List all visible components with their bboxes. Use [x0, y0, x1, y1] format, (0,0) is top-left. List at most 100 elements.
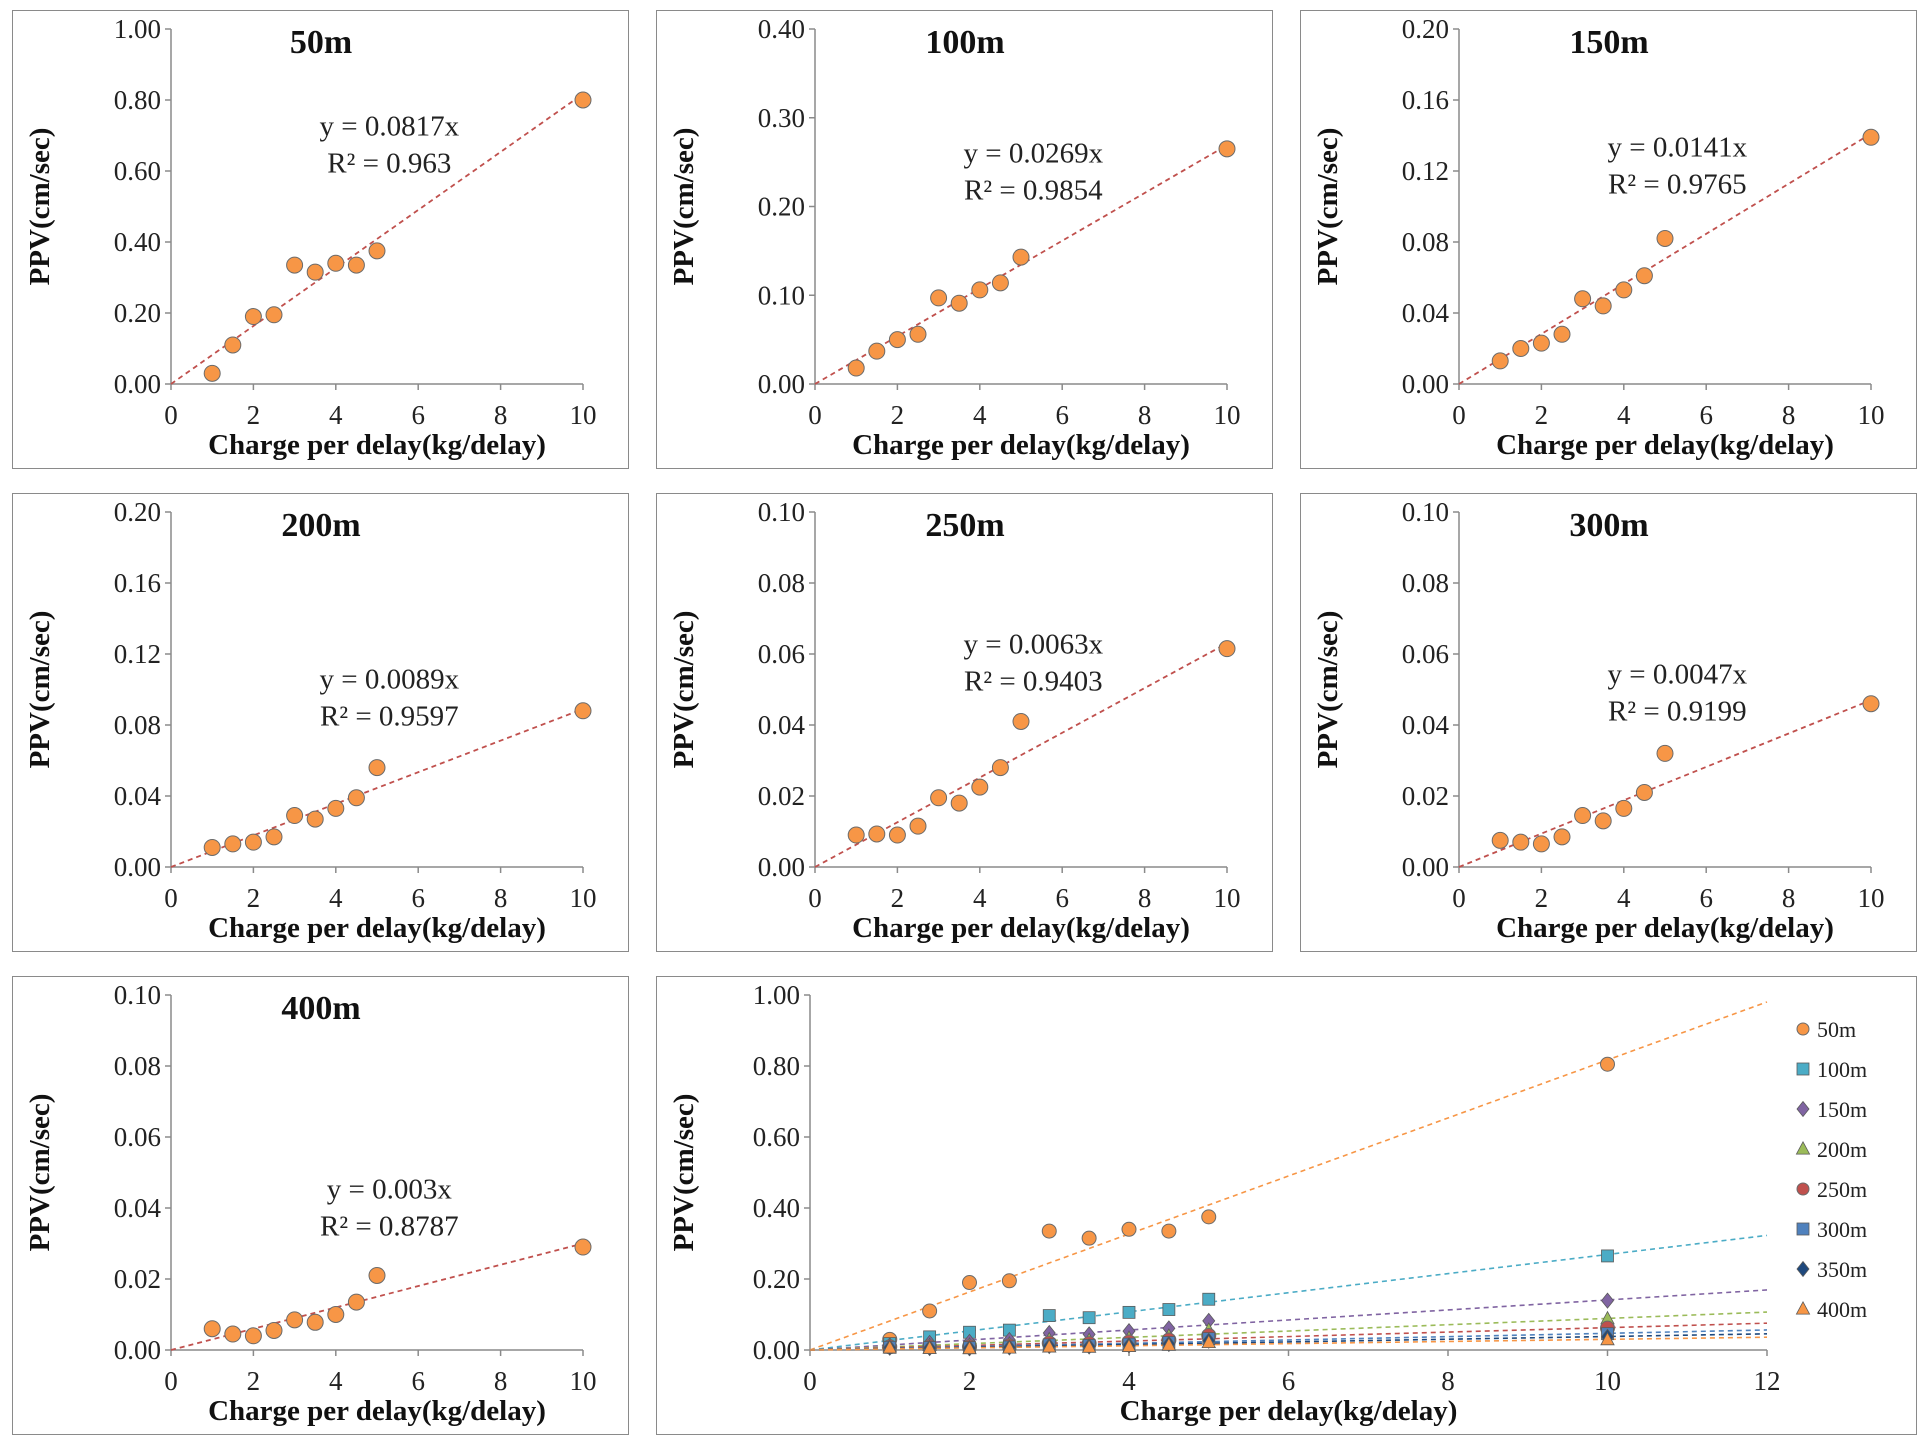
data-point: [265, 1321, 283, 1339]
y-tick-label: 0.04: [758, 710, 806, 740]
y-axis-title: PPV(cm/sec): [668, 1094, 700, 1252]
trend-r-squared: R² = 0.8787: [320, 1211, 459, 1243]
data-point: [1218, 140, 1236, 158]
data-point: [327, 1306, 345, 1323]
data-point: [1532, 835, 1550, 853]
x-axis-title: Charge per delay(kg/delay): [208, 1395, 546, 1427]
data-point-50m: [1600, 1056, 1615, 1072]
chart-panel-250m: 0.00 0.02 0.04 0.06 0.08 0.10 0 2 4 6 8 10 Charge pe…: [656, 493, 1273, 952]
data-point: [574, 702, 592, 720]
data-point: [347, 256, 365, 274]
data-point-400m: [1201, 1334, 1217, 1349]
trend-equation: y = 0.003x: [327, 1174, 453, 1206]
x-tick-label: 2: [1535, 400, 1549, 430]
data-point: [1512, 833, 1530, 851]
y-tick-label: 0.06: [758, 639, 805, 669]
chart-title: 50m: [290, 24, 352, 61]
x-tick-label: 8: [494, 400, 508, 430]
y-tick-label: 0.08: [114, 1051, 161, 1081]
data-point: [368, 242, 386, 260]
chart-combined: 0.00 0.20 0.40 0.60 0.80 1.00 0 2 4 6 8 10 12 Charge …: [668, 980, 1867, 1427]
trend-r-squared: R² = 0.9765: [1608, 168, 1747, 200]
data-point: [909, 817, 927, 835]
trend-equation: y = 0.0047x: [1608, 659, 1748, 691]
y-axis-title: PPV(cm/sec): [668, 128, 700, 286]
y-tick-label: 0.00: [758, 852, 805, 882]
chart-100m: 0.00 0.10 0.20 0.30 0.40 0 2 4 6 8 10 Charge per de…: [668, 14, 1241, 461]
y-axis-title: PPV(cm/sec): [668, 611, 700, 769]
y-tick-label: 0.00: [758, 369, 805, 399]
x-tick-label: 10: [1214, 883, 1241, 913]
data-point: [224, 1325, 242, 1343]
x-tick-label: 2: [247, 400, 261, 430]
y-tick-label: 0.04: [1402, 710, 1450, 740]
x-axis-title: Charge per delay(kg/delay): [1496, 429, 1834, 461]
data-point: [991, 274, 1009, 292]
data-point: [1656, 744, 1674, 762]
data-point: [1012, 712, 1030, 730]
data-point: [265, 828, 283, 846]
chart-title: 250m: [925, 507, 1004, 544]
y-tick-label: 0.16: [1402, 85, 1449, 115]
x-axis-title: Charge per delay(kg/delay): [208, 912, 546, 944]
y-tick-label: 0.80: [753, 1051, 800, 1081]
chart-panel-150m: 0.00 0.04 0.08 0.12 0.16 0.20 0 2 4 6 8 10 Charge pe…: [1300, 10, 1917, 469]
y-tick-label: 0.30: [758, 103, 805, 133]
y-tick-label: 0.00: [114, 852, 161, 882]
x-tick-label: 10: [570, 400, 597, 430]
y-axis-title: PPV(cm/sec): [24, 128, 56, 286]
y-tick-label: 0.20: [753, 1264, 800, 1294]
data-point: [1553, 325, 1571, 343]
data-point-50m: [922, 1303, 938, 1319]
data-point-100m: [1122, 1305, 1136, 1319]
y-tick-label: 0.16: [114, 568, 161, 598]
y-tick-label: 0.02: [758, 781, 805, 811]
x-tick-label: 6: [1055, 883, 1069, 913]
y-tick-label: 0.00: [753, 1335, 800, 1365]
legend-label: 250m: [1817, 1177, 1867, 1202]
x-axis-title: Charge per delay(kg/delay): [1120, 1395, 1458, 1427]
x-tick-label: 0: [164, 1366, 178, 1396]
data-point: [1532, 334, 1550, 352]
y-tick-label: 0.12: [1402, 156, 1449, 186]
data-point-50m: [1081, 1230, 1097, 1246]
x-tick-label: 6: [1699, 400, 1713, 430]
x-tick-label: 12: [1754, 1366, 1781, 1396]
legend-label: 100m: [1817, 1057, 1867, 1082]
trendline-300m: [809, 1329, 1768, 1351]
chart-150m: 0.00 0.04 0.08 0.12 0.16 0.20 0 2 4 6 8 10 Charge pe…: [1312, 14, 1885, 461]
data-point: [1012, 248, 1030, 266]
y-tick-label: 1.00: [753, 980, 800, 1010]
y-tick-label: 0.06: [1402, 639, 1449, 669]
trendline: [170, 1242, 584, 1351]
data-point: [1512, 340, 1530, 357]
trend-r-squared: R² = 0.9854: [964, 174, 1103, 206]
x-axis-title: Charge per delay(kg/delay): [208, 429, 546, 461]
data-point: [1218, 640, 1236, 658]
legend-label: 350m: [1817, 1257, 1867, 1282]
data-point-50m: [1041, 1223, 1057, 1239]
x-tick-label: 4: [329, 883, 343, 913]
x-tick-label: 6: [411, 883, 425, 913]
x-tick-label: 0: [164, 883, 178, 913]
y-axis-title: PPV(cm/sec): [1312, 128, 1344, 286]
data-point-50m: [1121, 1221, 1137, 1237]
data-point: [286, 807, 304, 825]
data-point-400m: [1121, 1338, 1137, 1352]
chart-panel-50m: 0.00 0.20 0.40 0.60 0.80 1.00 0 2 4 6 8 10 Charge pe…: [12, 10, 629, 469]
legend-marker-300m: [1796, 1222, 1810, 1236]
data-point-400m: [1002, 1340, 1017, 1354]
data-point: [1862, 128, 1880, 146]
y-tick-label: 0.02: [1402, 781, 1449, 811]
x-tick-label: 6: [1282, 1366, 1296, 1396]
data-point-400m: [1600, 1331, 1615, 1346]
data-point: [327, 254, 345, 272]
y-tick-label: 0.10: [1402, 497, 1449, 527]
x-tick-label: 0: [808, 883, 822, 913]
data-point: [991, 759, 1009, 777]
x-tick-label: 8: [1782, 883, 1796, 913]
legend-marker-50m: [1796, 1022, 1810, 1036]
data-point-50m: [1201, 1209, 1217, 1225]
y-tick-label: 0.02: [114, 1264, 161, 1294]
data-point: [224, 835, 242, 853]
